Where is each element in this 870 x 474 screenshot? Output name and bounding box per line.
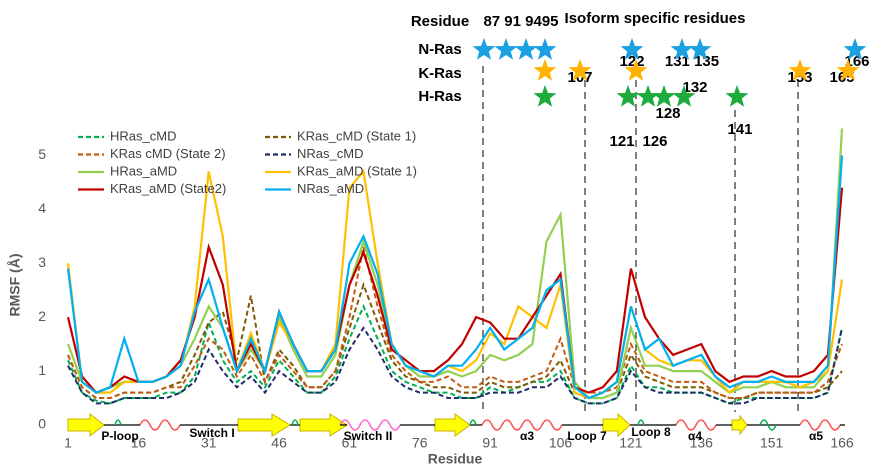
beta-strand (434, 413, 471, 437)
structure-label: α4 (688, 429, 702, 443)
y-tick-label: 5 (38, 146, 46, 162)
star (624, 59, 648, 81)
y-tick-label: 0 (38, 416, 46, 432)
y-tick-label: 2 (38, 308, 46, 324)
star (672, 85, 696, 107)
annotation: 141 (727, 121, 752, 138)
x-tick-label: 1 (64, 435, 72, 451)
helix (675, 419, 717, 431)
legend-label: KRas_cMD (State 1) (297, 128, 416, 143)
series-line (66, 187, 844, 394)
legend-label: KRas_aMD (State 1) (297, 163, 417, 178)
x-tick-label: 61 (342, 435, 358, 451)
x-tick-label: 151 (760, 435, 784, 451)
structure-label: P-loop (101, 429, 138, 443)
x-tick-label: 166 (830, 435, 854, 451)
star (533, 85, 557, 107)
structure-label: Loop 8 (631, 425, 671, 439)
series-line (67, 303, 843, 405)
legend-label: KRas_aMD (State2) (110, 181, 226, 196)
structure-label: Switch II (344, 429, 393, 443)
beta-strand (731, 414, 748, 436)
beta-strand (602, 412, 631, 438)
star (836, 59, 860, 81)
annotation: 128 (655, 105, 680, 122)
x-axis-label: Residue (428, 451, 483, 467)
star (472, 38, 496, 60)
legend-label: HRas_aMD (110, 163, 177, 178)
helix (339, 419, 401, 431)
y-axis-label: RMSF (Å) (7, 254, 23, 317)
secondary-structure (67, 412, 845, 438)
star (616, 85, 640, 107)
series-line (67, 246, 843, 399)
beta-strand (67, 412, 105, 438)
annotation: Isoform specific residues (565, 10, 746, 27)
annotation: H-Ras (418, 88, 461, 105)
x-tick-label: 31 (201, 435, 217, 451)
annotation: Residue (411, 13, 469, 30)
series-line (67, 326, 843, 405)
legend-label: NRas_aMD (297, 181, 364, 196)
structure-label: Loop 7 (567, 429, 607, 443)
star (494, 38, 518, 60)
series-line (66, 155, 844, 400)
series-line (66, 128, 844, 400)
star (670, 38, 694, 60)
star (568, 59, 592, 81)
star (620, 38, 644, 60)
helix (481, 419, 563, 431)
dashed-markers (482, 66, 799, 412)
series-line (67, 281, 843, 399)
x-tick-label: 16 (131, 435, 147, 451)
y-tick-label: 1 (38, 362, 46, 378)
beta-strand (237, 413, 291, 437)
series-line (66, 168, 844, 400)
annotation: 107 (567, 69, 592, 86)
star (533, 38, 557, 60)
annotation: 132 (682, 79, 707, 96)
structure-label: Switch I (189, 426, 234, 440)
helix (799, 419, 841, 431)
x-tick-label: 76 (412, 435, 428, 451)
turn (114, 419, 777, 431)
x-tick-label: 106 (549, 435, 573, 451)
star (725, 85, 749, 107)
x-tick-label: 46 (271, 435, 287, 451)
x-tick-label: 91 (482, 435, 498, 451)
star (636, 85, 660, 107)
legend-label: NRas_cMD (297, 146, 363, 161)
star (688, 38, 712, 60)
star (788, 59, 812, 81)
annotation: 153 (787, 69, 812, 86)
star (843, 38, 867, 60)
star (533, 59, 557, 81)
annotation: 126 (642, 133, 667, 150)
annotation: 131 135 (665, 53, 719, 70)
structure-label: α3 (520, 429, 534, 443)
y-tick-label: 3 (38, 254, 46, 270)
annotation: N-Ras (418, 41, 461, 58)
star (514, 38, 538, 60)
annotation: 121 (609, 133, 634, 150)
legend-label: HRas_cMD (110, 128, 176, 143)
annotation: K-Ras (418, 65, 461, 82)
star (652, 85, 676, 107)
y-tick-label: 4 (38, 200, 46, 216)
legend-label: KRas cMD (State 2) (110, 146, 226, 161)
x-tick-label: 121 (619, 435, 643, 451)
beta-strand (299, 413, 348, 437)
annotation: 87 91 9495 (483, 13, 558, 30)
x-tick-label: 136 (690, 435, 714, 451)
helix (139, 419, 181, 431)
structure-label: α5 (809, 429, 823, 443)
